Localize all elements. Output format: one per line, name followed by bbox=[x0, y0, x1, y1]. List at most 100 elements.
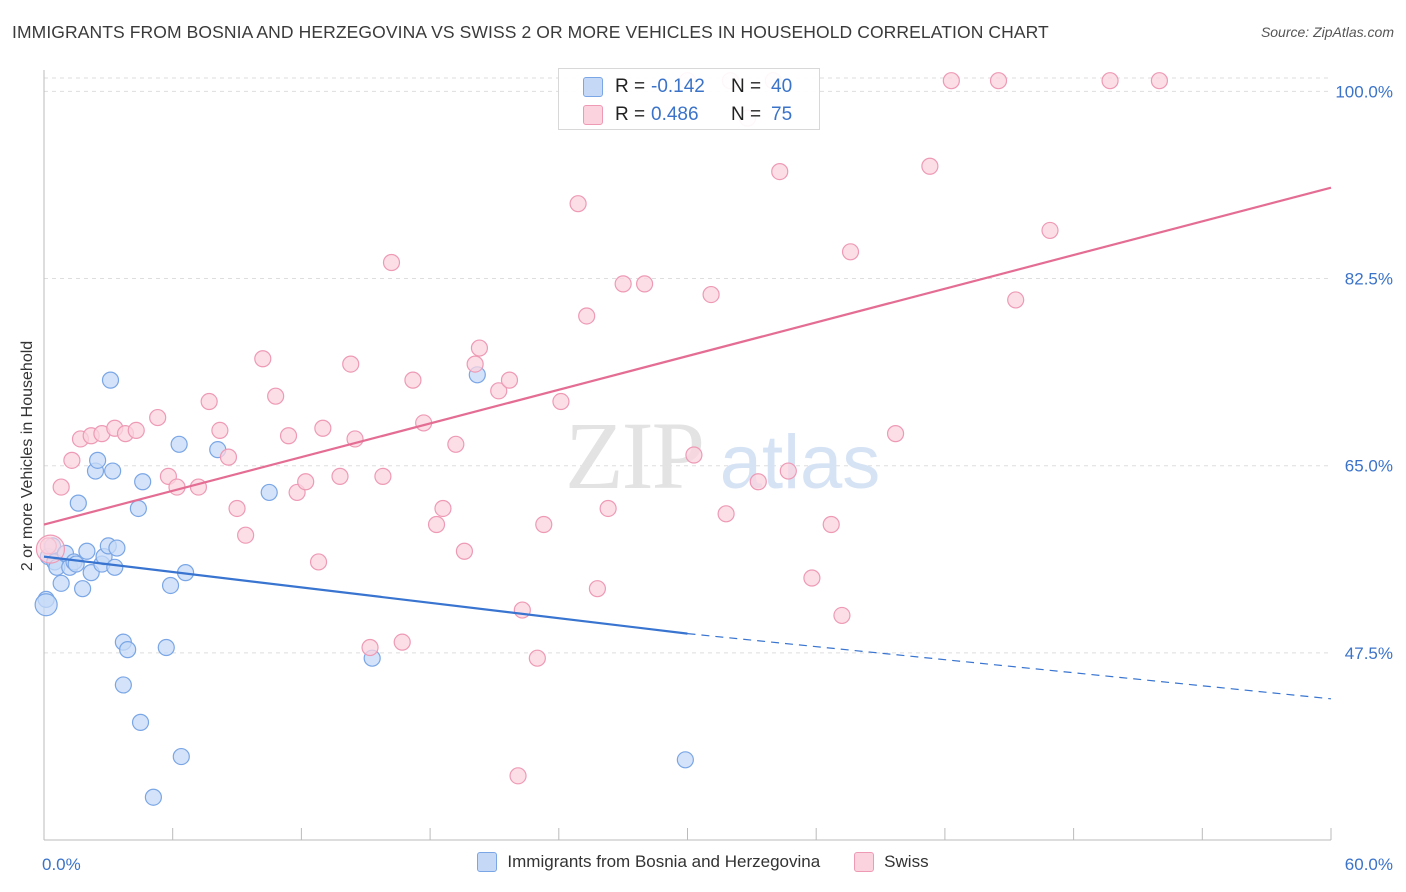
blue-point bbox=[157, 638, 175, 657]
pink-point bbox=[535, 515, 553, 534]
pink-point bbox=[509, 767, 527, 785]
stats-row-blue: R = -0.142 N = 40 bbox=[559, 73, 819, 101]
pink-point bbox=[127, 421, 145, 440]
pink-point bbox=[314, 419, 332, 437]
blue-point bbox=[114, 676, 132, 694]
pink-point bbox=[771, 162, 789, 181]
pink-point bbox=[455, 542, 474, 560]
blue-point bbox=[34, 593, 58, 617]
pink-point bbox=[63, 451, 81, 469]
pink-point bbox=[382, 253, 401, 272]
blue-point bbox=[104, 462, 122, 480]
pink-point bbox=[237, 526, 255, 544]
pink-swatch bbox=[583, 105, 603, 125]
blue-point bbox=[144, 788, 162, 806]
y-tick-label: 47.5% bbox=[1345, 644, 1393, 663]
pink-point bbox=[717, 505, 735, 523]
x-tick-label: 60.0% bbox=[1345, 855, 1393, 874]
blue-point bbox=[101, 371, 120, 389]
source-credit: Source: ZipAtlas.com bbox=[1260, 24, 1394, 40]
r-label: R = bbox=[615, 76, 646, 97]
pink-point bbox=[833, 606, 851, 625]
pink-point bbox=[35, 534, 66, 564]
pink-point bbox=[803, 569, 821, 587]
watermark-zip: ZIP bbox=[565, 402, 703, 509]
legend-item-swiss[interactable]: Swiss bbox=[854, 852, 929, 872]
pink-point bbox=[267, 387, 285, 405]
chart-legend: Immigrants from Bosnia and Herzegovina S… bbox=[0, 852, 1406, 872]
pink-point bbox=[614, 275, 632, 293]
pink-point bbox=[219, 448, 238, 466]
y-tick-label: 100.0% bbox=[1335, 82, 1393, 101]
pink-trend-line bbox=[43, 186, 1332, 526]
pink-point bbox=[1041, 221, 1059, 240]
pink-point bbox=[513, 601, 531, 619]
blue-trend-line bbox=[43, 555, 688, 635]
pink-point bbox=[500, 371, 519, 389]
blue-point bbox=[89, 451, 107, 469]
pink-point bbox=[393, 633, 411, 651]
blue-point bbox=[78, 542, 96, 560]
blue-point bbox=[676, 751, 694, 769]
x-tick-label: 0.0% bbox=[42, 855, 81, 874]
pink-point bbox=[361, 638, 379, 657]
blue-point bbox=[170, 435, 188, 453]
pink-point bbox=[447, 435, 465, 453]
chart-title: IMMIGRANTS FROM BOSNIA AND HERZEGOVINA V… bbox=[12, 22, 1049, 42]
pink-point bbox=[168, 478, 186, 496]
pink-point bbox=[552, 392, 570, 411]
n-value: 75 bbox=[771, 104, 793, 125]
r-label: R = bbox=[615, 104, 646, 125]
blue-point bbox=[108, 539, 126, 557]
n-label: N = bbox=[731, 76, 762, 97]
blue-swatch bbox=[583, 77, 603, 97]
y-tick-label: 65.0% bbox=[1345, 457, 1393, 476]
pink-point bbox=[52, 478, 70, 496]
pink-point bbox=[149, 408, 167, 427]
pink-point bbox=[685, 446, 703, 464]
blue-swatch bbox=[477, 852, 498, 872]
y-tick-label: 82.5% bbox=[1345, 270, 1393, 289]
pink-point bbox=[254, 350, 272, 368]
legend-label: Swiss bbox=[884, 852, 929, 871]
pink-swatch bbox=[854, 852, 875, 872]
pink-point bbox=[211, 421, 229, 440]
legend-label: Immigrants from Bosnia and Herzegovina bbox=[507, 852, 821, 871]
tick-label-layer: 47.5% 65.0% 82.5% 100.0% 0.0% 60.0% bbox=[42, 82, 1393, 874]
blue-point bbox=[52, 574, 70, 592]
pink-point bbox=[599, 499, 617, 518]
pink-point bbox=[1101, 72, 1119, 90]
pink-point bbox=[342, 355, 360, 373]
legend-item-bosnia[interactable]: Immigrants from Bosnia and Herzegovina bbox=[477, 852, 820, 872]
blue-point bbox=[129, 499, 147, 518]
pink-point bbox=[374, 467, 392, 485]
pink-point bbox=[942, 72, 960, 90]
blue-trend-extension bbox=[687, 633, 1332, 700]
pink-point bbox=[569, 195, 587, 213]
pink-point bbox=[1150, 72, 1169, 90]
n-label: N = bbox=[731, 104, 762, 125]
pink-point bbox=[200, 392, 218, 411]
pink-point bbox=[434, 499, 452, 518]
pink-point bbox=[297, 473, 315, 491]
blue-point bbox=[119, 641, 137, 659]
stats-box: R = -0.142 N = 40 R = 0.486 N = 75 bbox=[558, 68, 820, 130]
pink-point bbox=[427, 515, 446, 534]
pink-point bbox=[331, 467, 349, 485]
pink-point bbox=[989, 72, 1008, 90]
pink-point bbox=[528, 649, 546, 667]
blue-point bbox=[67, 555, 85, 573]
blue-point bbox=[131, 713, 150, 731]
pink-point bbox=[702, 285, 720, 304]
watermark-atlas: atlas bbox=[720, 420, 881, 505]
blue-point bbox=[161, 576, 180, 595]
blue-point bbox=[172, 747, 190, 766]
n-value: 40 bbox=[771, 76, 793, 97]
pink-point bbox=[470, 339, 489, 357]
pink-point bbox=[841, 243, 860, 261]
blue-point bbox=[106, 558, 124, 576]
pink-point bbox=[466, 355, 484, 373]
blue-point bbox=[69, 494, 87, 512]
pink-point bbox=[309, 553, 328, 571]
r-value: 0.486 bbox=[651, 104, 699, 125]
